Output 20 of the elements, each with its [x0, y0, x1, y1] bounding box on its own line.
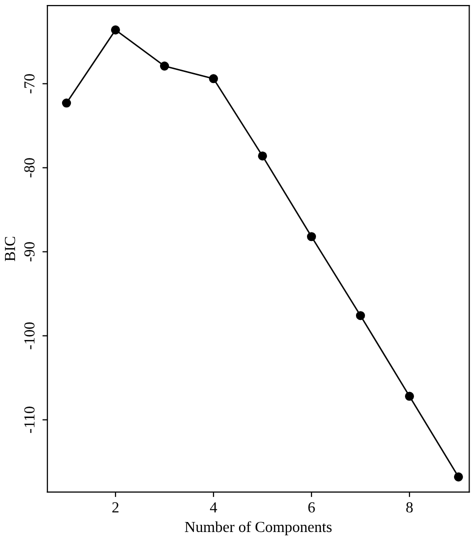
point — [356, 311, 365, 320]
point — [160, 62, 170, 71]
x-tick-label: 2 — [112, 502, 118, 512]
y-tick-label: -110 — [24, 406, 35, 433]
point — [62, 98, 72, 108]
point — [306, 232, 316, 242]
y-tick-label: -90 — [24, 242, 35, 262]
point — [208, 74, 218, 84]
point — [454, 472, 463, 482]
y-tick-label: -80 — [24, 158, 35, 178]
point — [258, 151, 268, 160]
y-axis-title: BIC — [4, 236, 16, 262]
x-tick-label: 8 — [406, 502, 413, 513]
point — [110, 25, 120, 34]
point — [404, 392, 414, 401]
y-tick-label: -100 — [24, 322, 35, 350]
x-axis-title: Number of Components — [184, 521, 332, 536]
x-tick-label: 4 — [210, 502, 218, 512]
x-tick-label: 6 — [308, 502, 315, 513]
y-tick-label: -70 — [24, 74, 35, 94]
